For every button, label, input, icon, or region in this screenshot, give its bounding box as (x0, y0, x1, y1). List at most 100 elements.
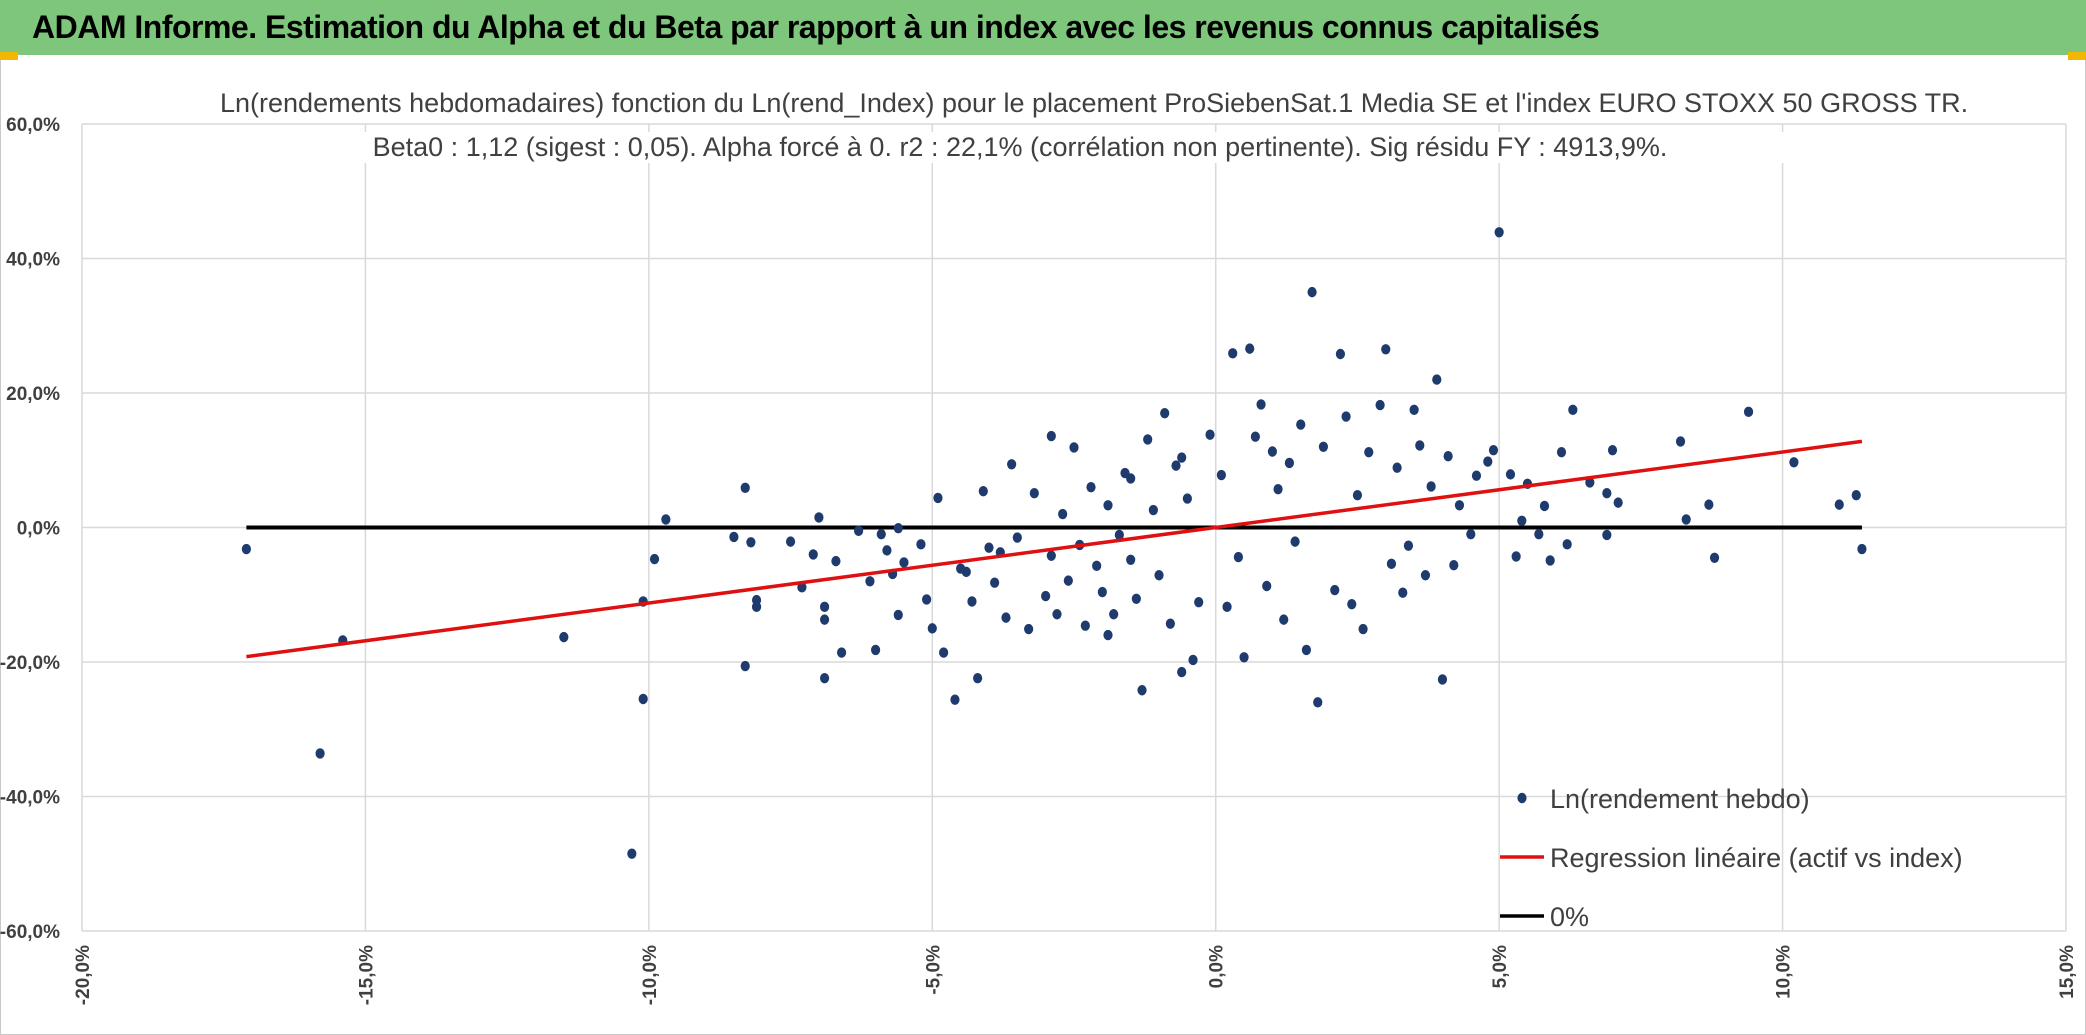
legend: Ln(rendement hebdo) Regression linéaire (… (1500, 784, 1963, 932)
y-tick-label: -60,0% (0, 922, 60, 943)
data-point (1534, 529, 1544, 540)
data-point (1313, 697, 1323, 708)
data-point (1449, 559, 1459, 571)
data-point (1511, 551, 1521, 562)
data-point (1392, 462, 1402, 473)
data-point (808, 549, 818, 560)
data-point (1556, 446, 1567, 458)
data-point (893, 522, 903, 534)
data-point (1228, 348, 1238, 359)
data-point (933, 492, 943, 504)
data-point (315, 748, 325, 759)
data-point (973, 672, 983, 684)
x-tick-label: -15,0% (356, 945, 377, 1005)
data-point (939, 647, 949, 658)
data-point (1041, 590, 1051, 602)
corner-marker-right (2068, 52, 2086, 60)
data-point (1290, 536, 1300, 547)
data-point (836, 647, 847, 658)
data-point (819, 614, 830, 625)
data-point (1126, 554, 1136, 565)
data-point (984, 542, 994, 553)
data-point (1358, 623, 1368, 635)
data-point (1097, 586, 1107, 598)
data-point (1437, 674, 1448, 685)
data-point (1148, 504, 1158, 516)
data-point (1364, 446, 1374, 458)
data-point (649, 553, 660, 565)
data-point (1092, 560, 1102, 572)
data-point (967, 596, 977, 607)
data-point (1704, 499, 1714, 510)
data-point (1432, 374, 1442, 385)
legend-label: Regression linéaire (actif vs index) (1550, 843, 1963, 873)
axis-layer: 60,0% 40,0% 20,0% 0,0% -20,0% -40,0% -60,0% -20… (0, 115, 2078, 1005)
data-point (1341, 411, 1351, 422)
data-point (1171, 460, 1181, 471)
data-point (1194, 596, 1204, 608)
data-point (1307, 286, 1317, 298)
data-point (819, 672, 830, 684)
data-point (1273, 483, 1283, 495)
data-point (1103, 629, 1113, 641)
data-point (1602, 529, 1612, 541)
data-point (876, 529, 886, 540)
data-point (1318, 441, 1329, 452)
data-point (990, 577, 1000, 588)
chart-title-line1: Ln(rendements hebdomadaires) fonction du… (220, 88, 1969, 119)
x-tick-label: -5,0% (923, 945, 944, 995)
corner-marker-left (0, 52, 18, 60)
data-point (1517, 515, 1527, 526)
data-point (1403, 540, 1414, 551)
data-point (1131, 593, 1141, 604)
data-point (1029, 488, 1039, 499)
data-point (1545, 555, 1555, 566)
data-point (1245, 343, 1255, 354)
data-point (1834, 499, 1844, 510)
data-point (1114, 529, 1124, 541)
data-point (746, 537, 756, 548)
data-point (1046, 550, 1056, 561)
data-point (1267, 446, 1277, 457)
data-point (1024, 623, 1034, 635)
data-point (1182, 493, 1192, 504)
data-point (1216, 469, 1226, 481)
data-point (241, 543, 251, 555)
data-point (1188, 654, 1198, 666)
data-point (1454, 500, 1465, 511)
data-point (1743, 406, 1754, 418)
data-point (1562, 539, 1572, 550)
data-point (950, 694, 960, 705)
data-point (1330, 584, 1340, 596)
data-point (1046, 430, 1056, 442)
data-point (916, 539, 926, 550)
y-tick-label: 60,0% (6, 115, 60, 136)
data-point (1420, 570, 1431, 581)
data-point (1381, 344, 1391, 355)
y-tick-label: 20,0% (6, 384, 60, 405)
data-point (831, 555, 841, 567)
data-point (751, 601, 762, 613)
data-point (1335, 348, 1346, 360)
data-point (1239, 652, 1249, 663)
data-point (1296, 419, 1306, 430)
legend-marker-point (1517, 792, 1527, 804)
data-point (1352, 490, 1363, 501)
data-point (814, 512, 824, 523)
x-tick-label: 0,0% (1207, 945, 1228, 988)
data-point (1585, 477, 1595, 488)
data-point (1426, 481, 1436, 492)
data-point (1483, 456, 1493, 467)
data-point (785, 536, 796, 547)
data-point (1256, 399, 1266, 410)
y-tick-label: 0,0% (17, 519, 60, 540)
data-point (1058, 508, 1068, 520)
data-point (961, 566, 971, 578)
data-point (1126, 473, 1136, 484)
data-point (1103, 500, 1113, 511)
header-banner: ADAM Informe. Estimation du Alpha et du … (0, 0, 2086, 58)
data-point (1052, 609, 1062, 620)
data-point (1709, 552, 1720, 563)
data-point (1137, 685, 1147, 696)
